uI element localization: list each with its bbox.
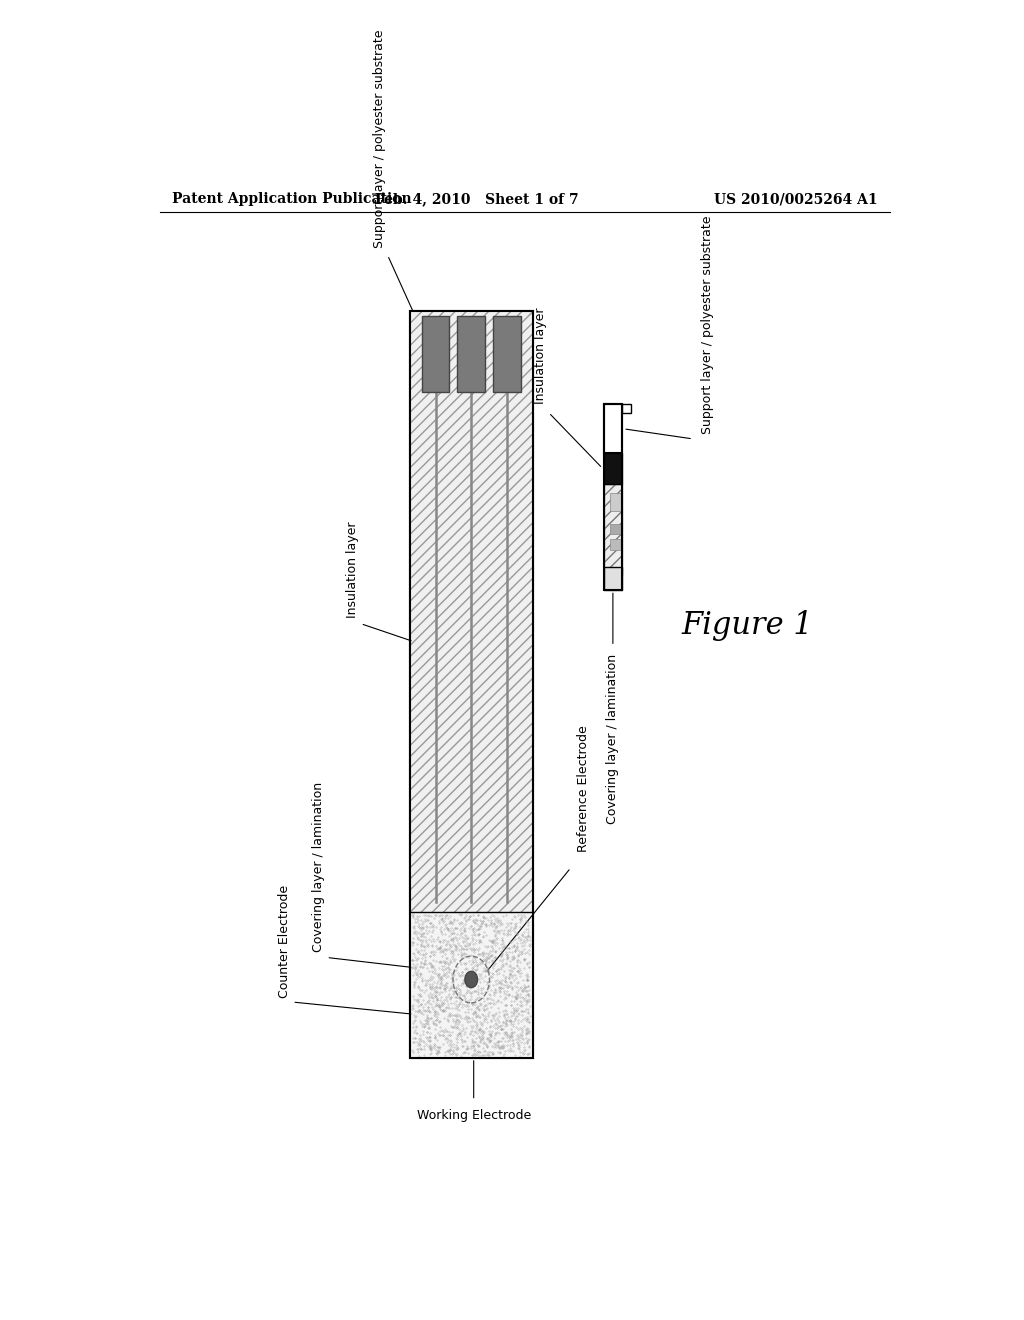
Bar: [410, 312, 532, 1057]
Text: Feb. 4, 2010   Sheet 1 of 7: Feb. 4, 2010 Sheet 1 of 7: [376, 191, 579, 206]
Text: Support layer / polyester substrate: Support layer / polyester substrate: [701, 215, 714, 434]
Bar: [604, 453, 622, 483]
Circle shape: [465, 972, 477, 987]
Text: Patent Application Publication: Patent Application Publication: [172, 191, 412, 206]
Bar: [604, 404, 622, 590]
Bar: [604, 483, 622, 576]
Bar: [458, 315, 485, 392]
Text: US 2010/0025264 A1: US 2010/0025264 A1: [715, 191, 878, 206]
Text: Insulation layer: Insulation layer: [346, 521, 359, 618]
Text: Support layer / polyester substrate: Support layer / polyester substrate: [373, 29, 386, 248]
Text: Covering layer / lamination: Covering layer / lamination: [312, 783, 325, 952]
Bar: [610, 492, 621, 511]
Bar: [422, 315, 450, 392]
Text: Counter Electrode: Counter Electrode: [278, 884, 291, 998]
Bar: [622, 404, 631, 412]
Text: Insulation layer: Insulation layer: [535, 308, 547, 404]
Text: Covering layer / lamination: Covering layer / lamination: [606, 653, 620, 824]
Bar: [604, 568, 622, 590]
Text: Working Electrode: Working Electrode: [417, 1109, 530, 1122]
Bar: [494, 315, 521, 392]
Bar: [610, 524, 621, 535]
Bar: [410, 312, 532, 912]
Text: Figure 1: Figure 1: [681, 610, 813, 642]
Text: Reference Electrode: Reference Electrode: [578, 726, 590, 853]
Bar: [410, 912, 532, 1057]
Bar: [604, 404, 622, 453]
Bar: [610, 540, 621, 549]
Bar: [410, 312, 532, 1057]
